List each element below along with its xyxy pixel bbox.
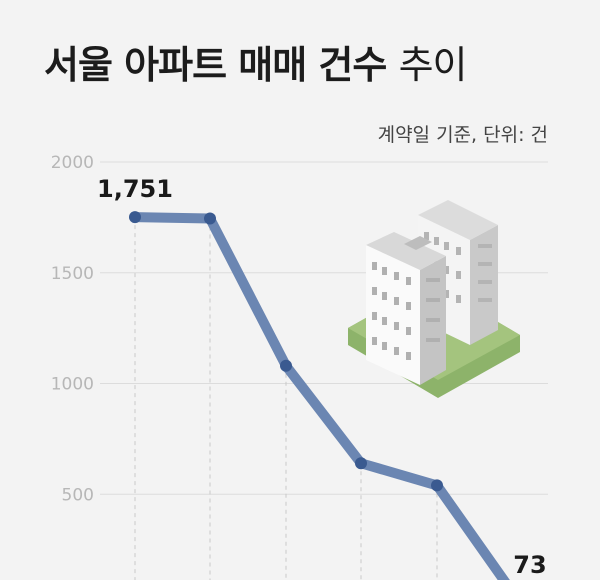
- data-label: 73: [513, 551, 546, 579]
- drop-lines: [134, 217, 438, 580]
- data-points: [129, 211, 443, 492]
- data-point: [280, 359, 292, 372]
- data-point: [204, 212, 216, 225]
- series-line: [130, 212, 510, 580]
- unit-note: 계약일 기준, 단위: 건: [377, 124, 548, 146]
- chart-title: 서울 아파트 매매 건수 추이: [44, 34, 467, 89]
- data-label: 1,751: [97, 175, 173, 203]
- title-bold: 서울 아파트 매매 건수: [44, 43, 387, 87]
- y-tick-label: 1500: [51, 264, 94, 284]
- data-point: [355, 457, 367, 470]
- y-tick-label: 2000: [51, 153, 94, 173]
- y-tick-labels: 2000 1500 1000 500: [51, 153, 94, 505]
- data-point: [431, 479, 443, 492]
- data-point: [129, 211, 141, 224]
- y-tick-label: 500: [62, 485, 94, 505]
- apartment-buildings-icon: [348, 200, 520, 398]
- title-light: 추이: [398, 43, 468, 87]
- grid-lines: [100, 161, 548, 495]
- y-tick-label: 1000: [51, 375, 94, 395]
- series-line-path: [130, 212, 510, 580]
- data-labels: 1,751 73: [97, 175, 547, 579]
